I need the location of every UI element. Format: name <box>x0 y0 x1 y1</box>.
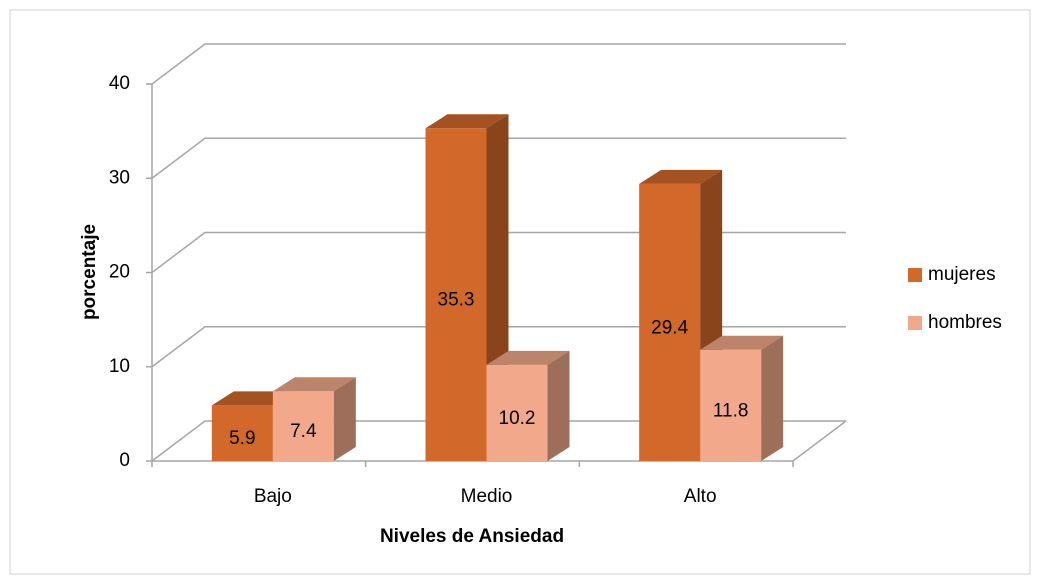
legend-label: hombres <box>928 312 1002 333</box>
y-tick-label: 30 <box>109 167 130 188</box>
x-axis-title: Niveles de Ansiedad <box>380 526 564 547</box>
grid-line <box>151 43 846 85</box>
grid-line <box>151 137 846 179</box>
y-tick-label: 20 <box>109 262 130 283</box>
bar <box>486 364 548 461</box>
bar-top <box>425 114 509 129</box>
bar <box>211 405 273 461</box>
grid-line <box>151 326 846 368</box>
bar-top <box>486 350 570 365</box>
bar <box>639 183 701 461</box>
legend-swatch <box>908 316 922 330</box>
bar-top <box>700 335 784 350</box>
grid-line <box>151 420 846 462</box>
x-tick-label: Alto <box>684 486 717 507</box>
bar-side <box>761 335 784 461</box>
data-label: 29.4 <box>651 317 688 338</box>
legend-label: mujeres <box>928 264 996 285</box>
grid-line <box>151 231 846 274</box>
chart-border <box>9 9 1031 575</box>
bar <box>425 128 487 462</box>
data-label: 10.2 <box>499 408 536 429</box>
data-label: 35.3 <box>438 290 475 311</box>
bar <box>700 349 762 461</box>
bar-side <box>547 350 570 461</box>
data-label: 5.9 <box>229 428 255 449</box>
y-tick-label: 40 <box>109 73 130 94</box>
y-axis-title: porcentaje <box>79 224 100 320</box>
y-tick-label: 10 <box>109 356 130 377</box>
data-label: 7.4 <box>290 421 317 442</box>
bar-side <box>333 377 356 461</box>
y-tick-label: 0 <box>119 450 130 471</box>
legend-swatch <box>908 268 922 282</box>
bar-top <box>272 377 356 392</box>
bar <box>272 391 334 461</box>
bar-top <box>639 169 723 184</box>
x-tick-label: Bajo <box>254 486 292 507</box>
x-tick-label: Medio <box>461 486 513 507</box>
data-label: 11.8 <box>713 400 749 421</box>
